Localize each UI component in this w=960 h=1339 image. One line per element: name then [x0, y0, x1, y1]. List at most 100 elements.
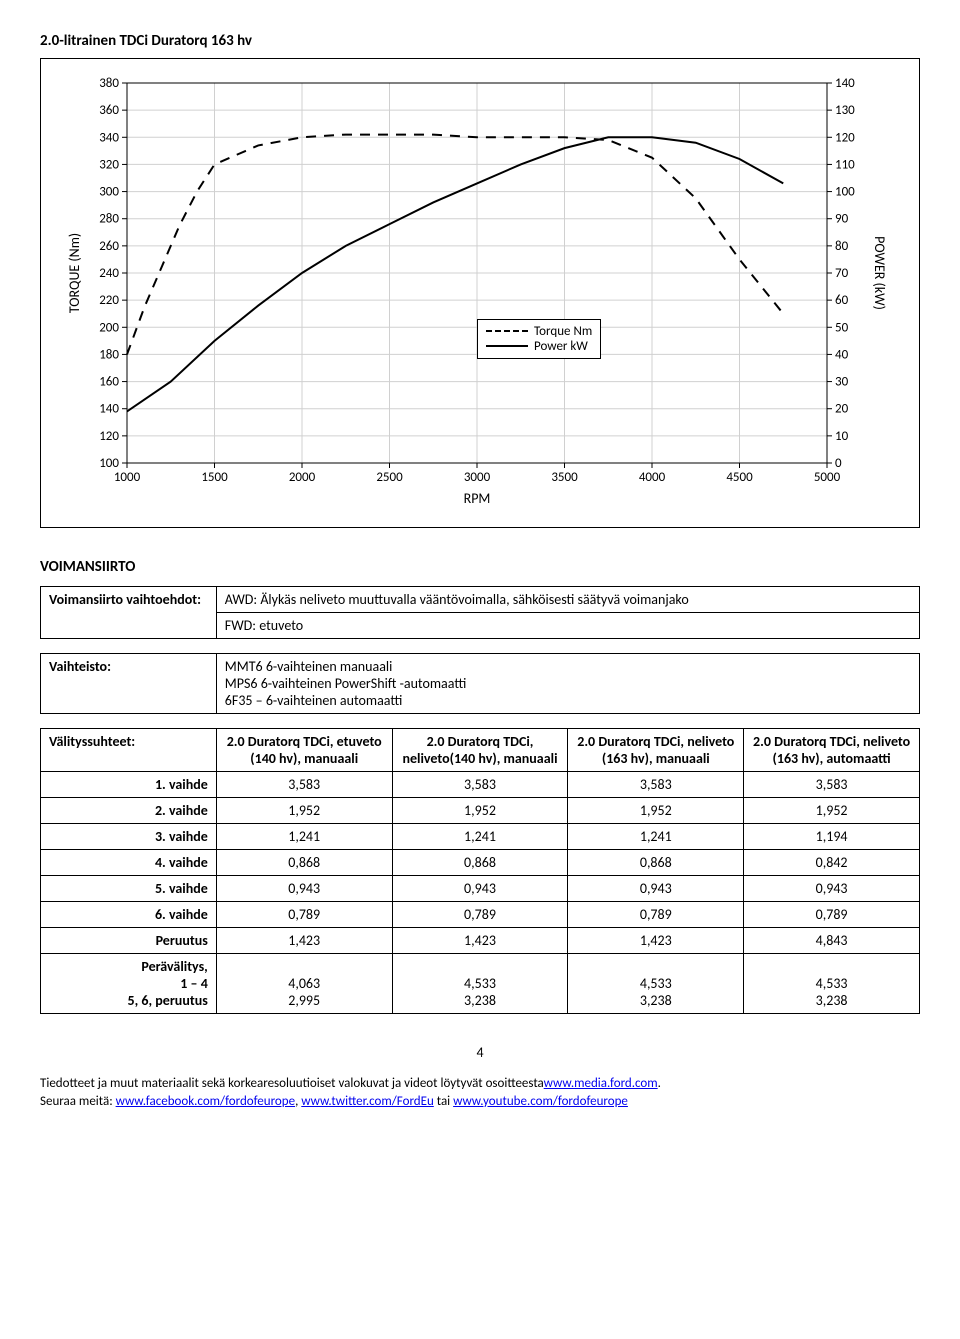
legend-item: Torque Nm — [486, 324, 592, 339]
cell-value: 0,943 — [744, 876, 920, 902]
cell-value: 0,943 — [392, 876, 568, 902]
svg-text:30: 30 — [835, 375, 849, 390]
page-title: 2.0-litrainen TDCi Duratorq 163 hv — [40, 32, 920, 50]
cell-value: 4,5333,238 — [392, 954, 568, 1014]
svg-text:130: 130 — [835, 103, 855, 118]
svg-text:3500: 3500 — [551, 470, 578, 485]
cell-value: 0,943 — [568, 876, 744, 902]
cell-value: 3,583 — [392, 772, 568, 798]
svg-text:90: 90 — [835, 212, 849, 227]
cell-value: 0,868 — [216, 850, 392, 876]
table-row: Peruutus1,4231,4231,4234,843 — [41, 928, 920, 954]
footer-or: tai — [434, 1094, 453, 1109]
svg-text:120: 120 — [99, 429, 119, 444]
vaihteisto-line-1: MPS6 6-vaihteinen PowerShift -automaatti — [225, 675, 467, 692]
legend-swatch — [486, 330, 528, 332]
footer-line1-b: . — [658, 1076, 661, 1091]
svg-text:70: 70 — [835, 266, 849, 281]
svg-text:4500: 4500 — [726, 470, 753, 485]
cell-value: 1,194 — [744, 824, 920, 850]
cell-value: 0,943 — [216, 876, 392, 902]
svg-text:340: 340 — [99, 130, 119, 145]
footer-link-yt[interactable]: www.youtube.com/fordofeurope — [453, 1094, 628, 1109]
cell-value: 0,789 — [392, 902, 568, 928]
svg-text:260: 260 — [99, 239, 119, 254]
svg-text:220: 220 — [99, 293, 119, 308]
footer-link-media[interactable]: www.media.ford.com — [544, 1076, 658, 1091]
svg-text:360: 360 — [99, 103, 119, 118]
row-label: 5. vaihde — [41, 876, 217, 902]
row-label: 6. vaihde — [41, 902, 217, 928]
cell-value: 0,868 — [568, 850, 744, 876]
vaihteisto-line-0: MMT6 6-vaihteinen manuaali — [225, 658, 393, 675]
cell-value: 4,843 — [744, 928, 920, 954]
svg-text:1000: 1000 — [114, 470, 141, 485]
row-label: Peruutus — [41, 928, 217, 954]
svg-text:280: 280 — [99, 212, 119, 227]
svg-text:80: 80 — [835, 239, 849, 254]
torque-power-chart: 100015002000250030003500400045005000RPM1… — [47, 63, 897, 523]
footer: Tiedotteet ja muut materiaalit sekä kork… — [40, 1075, 920, 1110]
cell-value: 3,583 — [216, 772, 392, 798]
voimansiirto-table: Voimansiirto vaihtoehdot: AWD: Älykäs ne… — [40, 586, 920, 639]
svg-text:380: 380 — [99, 76, 119, 91]
cell-value: 1,952 — [216, 798, 392, 824]
footer-link-fb[interactable]: www.facebook.com/fordofeurope — [116, 1094, 295, 1109]
legend-label: Power kW — [534, 339, 588, 354]
table-row: 3. vaihde1,2411,2411,2411,194 — [41, 824, 920, 850]
legend-item: Power kW — [486, 339, 592, 354]
ratios-col-1: 2.0 Duratorq TDCi, neliveto(140 hv), man… — [392, 729, 568, 772]
cell-value: 1,241 — [216, 824, 392, 850]
voimansiirto-label: Voimansiirto vaihtoehdot: — [41, 587, 217, 639]
vaihteisto-label: Vaihteisto: — [41, 654, 217, 714]
svg-text:5000: 5000 — [814, 470, 841, 485]
svg-text:320: 320 — [99, 157, 119, 172]
ratios-table: Välityssuhteet: 2.0 Duratorq TDCi, etuve… — [40, 728, 920, 1014]
chart-legend: Torque NmPower kW — [477, 319, 601, 359]
svg-text:100: 100 — [835, 185, 855, 200]
footer-line2-a: Seuraa meitä: — [40, 1094, 116, 1109]
svg-text:110: 110 — [835, 157, 855, 172]
row-label: 3. vaihde — [41, 824, 217, 850]
table-row: 4. vaihde0,8680,8680,8680,842 — [41, 850, 920, 876]
vaihteisto-lines: MMT6 6-vaihteinen manuaali MPS6 6-vaihte… — [216, 654, 919, 714]
row-label: 4. vaihde — [41, 850, 217, 876]
svg-text:20: 20 — [835, 402, 849, 417]
footer-link-tw[interactable]: www.twitter.com/FordEu — [301, 1094, 434, 1109]
voimansiirto-awd: AWD: Älykäs neliveto muuttuvalla vääntöv… — [216, 587, 919, 613]
cell-value: 4,5333,238 — [744, 954, 920, 1014]
cell-value: 0,842 — [744, 850, 920, 876]
cell-value: 3,583 — [744, 772, 920, 798]
ratios-col-2: 2.0 Duratorq TDCi, neliveto (163 hv), ma… — [568, 729, 744, 772]
svg-text:TORQUE (Nm): TORQUE (Nm) — [66, 233, 83, 313]
ratios-col-0: 2.0 Duratorq TDCi, etuveto (140 hv), man… — [216, 729, 392, 772]
footer-line1-a: Tiedotteet ja muut materiaalit sekä kork… — [40, 1076, 544, 1091]
svg-text:10: 10 — [835, 429, 849, 444]
svg-text:100: 100 — [99, 456, 119, 471]
chart-plot-area: 100015002000250030003500400045005000RPM1… — [47, 63, 913, 523]
svg-text:160: 160 — [99, 375, 119, 390]
cell-value: 0,789 — [744, 902, 920, 928]
table-row: 2. vaihde1,9521,9521,9521,952 — [41, 798, 920, 824]
cell-value: 0,868 — [392, 850, 568, 876]
ratios-heading-label: Välityssuhteet: — [41, 729, 217, 772]
svg-text:240: 240 — [99, 266, 119, 281]
svg-text:60: 60 — [835, 293, 849, 308]
svg-text:2500: 2500 — [376, 470, 403, 485]
cell-value: 4,5333,238 — [568, 954, 744, 1014]
row-label: 2. vaihde — [41, 798, 217, 824]
svg-text:200: 200 — [99, 320, 119, 335]
cell-value: 1,423 — [216, 928, 392, 954]
table-row: 1. vaihde3,5833,5833,5833,583 — [41, 772, 920, 798]
svg-text:300: 300 — [99, 185, 119, 200]
svg-text:0: 0 — [835, 456, 842, 471]
table-row: 5. vaihde0,9430,9430,9430,943 — [41, 876, 920, 902]
final-drive-label: Perävälitys,1 – 45, 6, peruutus — [41, 954, 217, 1014]
vaihteisto-line-2: 6F35 – 6-vaihteinen automaatti — [225, 692, 403, 709]
cell-value: 1,241 — [392, 824, 568, 850]
cell-value: 0,789 — [216, 902, 392, 928]
svg-text:4000: 4000 — [639, 470, 666, 485]
cell-value: 1,952 — [392, 798, 568, 824]
voimansiirto-fwd: FWD: etuveto — [216, 613, 919, 639]
cell-value: 1,423 — [392, 928, 568, 954]
